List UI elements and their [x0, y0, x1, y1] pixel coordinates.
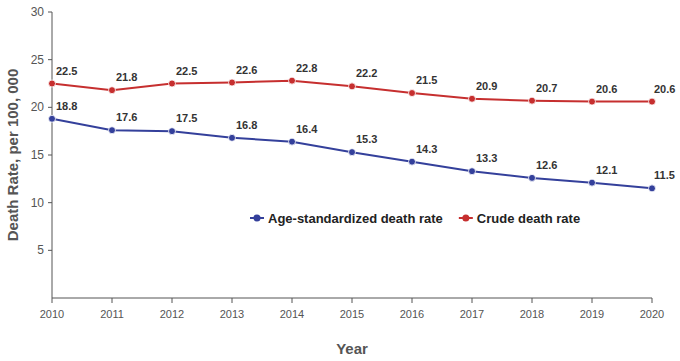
- x-tick: [172, 298, 173, 303]
- data-label: 18.8: [56, 100, 77, 112]
- data-label: 12.6: [536, 159, 557, 171]
- point: [649, 98, 656, 105]
- data-label: 20.6: [654, 83, 675, 95]
- data-label: 13.3: [476, 152, 497, 164]
- point: [229, 79, 236, 86]
- data-label: 17.5: [176, 112, 197, 124]
- y-tick-label: 10: [31, 196, 45, 210]
- x-tick-label: 2019: [580, 308, 604, 320]
- y-tick: [48, 59, 52, 60]
- point: [109, 127, 116, 134]
- x-tick: [532, 298, 533, 303]
- point: [469, 95, 476, 102]
- legend-label: Age-standardized death rate: [268, 211, 443, 226]
- legend: Age-standardized death rate Crude death r…: [250, 211, 580, 226]
- x-tick-label: 2020: [640, 308, 664, 320]
- point: [589, 179, 596, 186]
- data-label: 14.3: [416, 143, 437, 155]
- data-label: 20.9: [476, 80, 497, 92]
- x-tick-label: 2010: [40, 308, 64, 320]
- point: [409, 90, 416, 97]
- point: [169, 80, 176, 87]
- point: [229, 134, 236, 141]
- x-tick: [592, 298, 593, 303]
- x-tick: [292, 298, 293, 303]
- data-label: 20.7: [536, 82, 557, 94]
- y-tick: [48, 250, 52, 251]
- point: [49, 115, 56, 122]
- y-tick-label: 20: [31, 100, 45, 114]
- data-label: 22.2: [356, 67, 377, 79]
- y-tick: [48, 12, 52, 13]
- chart: 5 10 15 20 25 30 2010 2011 2012 2013 2014 2015 2016 2…: [0, 0, 680, 361]
- data-label: 16.8: [236, 119, 257, 131]
- x-tick-label: 2015: [340, 308, 364, 320]
- legend-marker: [254, 215, 261, 222]
- point: [349, 149, 356, 156]
- x-tick: [652, 298, 653, 303]
- point: [289, 138, 296, 145]
- legend-marker: [462, 215, 469, 222]
- x-tick: [352, 298, 353, 303]
- x-tick-label: 2018: [520, 308, 544, 320]
- y-tick-label: 5: [37, 243, 44, 257]
- data-label: 21.5: [416, 74, 437, 86]
- point: [529, 174, 536, 181]
- x-tick-label: 2011: [100, 308, 124, 320]
- data-label: 15.3: [356, 133, 377, 145]
- x-tick-label: 2014: [280, 308, 304, 320]
- series-line: [52, 119, 652, 189]
- point: [469, 168, 476, 175]
- y-tick: [48, 155, 52, 156]
- point: [289, 77, 296, 84]
- plot-area: [49, 77, 656, 192]
- x-tick: [52, 298, 53, 303]
- y-tick-label: 15: [31, 148, 45, 162]
- point: [409, 158, 416, 165]
- data-label: 21.8: [116, 71, 137, 83]
- legend-label: Crude death rate: [477, 211, 580, 226]
- point: [529, 97, 536, 104]
- data-labels: 18.8 17.6 17.5 16.8 16.4 15.3 14.3 13.3 12.6 12.1…: [56, 62, 675, 182]
- y-tick: [48, 107, 52, 108]
- y-tick-label: 25: [31, 53, 45, 67]
- data-label: 22.5: [176, 65, 197, 77]
- y-tick: [48, 202, 52, 203]
- data-label: 16.4: [296, 123, 318, 135]
- point: [589, 98, 596, 105]
- x-tick-label: 2013: [220, 308, 244, 320]
- y-axis-title: Death Rate, per 100, 000: [4, 69, 21, 242]
- point: [49, 80, 56, 87]
- data-label: 22.8: [296, 62, 317, 74]
- x-tick-label: 2017: [460, 308, 484, 320]
- data-label: 22.5: [56, 65, 77, 77]
- x-tick: [412, 298, 413, 303]
- point: [349, 83, 356, 90]
- series-line: [52, 81, 652, 102]
- data-label: 12.1: [596, 164, 617, 176]
- x-tick-label: 2016: [400, 308, 424, 320]
- point: [169, 128, 176, 135]
- x-tick: [112, 298, 113, 303]
- x-tick-label: 2012: [160, 308, 184, 320]
- data-label: 17.6: [116, 111, 137, 123]
- point: [109, 87, 116, 94]
- x-tick: [472, 298, 473, 303]
- data-label: 11.5: [654, 169, 675, 181]
- data-label: 20.6: [596, 83, 617, 95]
- data-label: 22.6: [236, 64, 257, 76]
- y-tick-label: 30: [31, 5, 45, 19]
- x-axis-title: Year: [336, 340, 368, 357]
- x-tick: [232, 298, 233, 303]
- point: [649, 185, 656, 192]
